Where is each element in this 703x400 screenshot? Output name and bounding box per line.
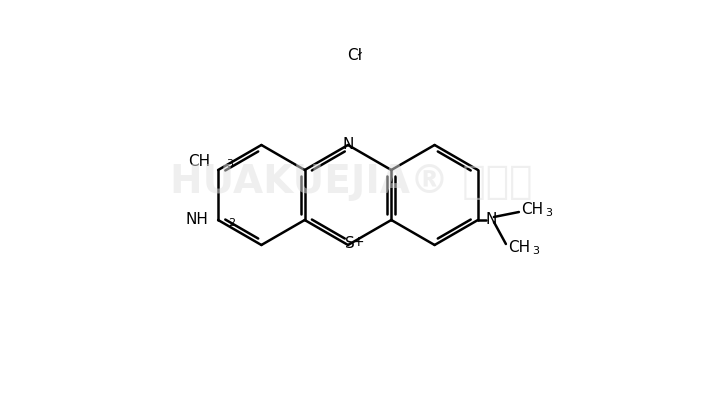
- Text: NH: NH: [185, 212, 208, 228]
- Text: 3: 3: [545, 208, 552, 218]
- Text: S: S: [345, 236, 355, 251]
- Text: CH: CH: [188, 154, 210, 170]
- Text: Cł: Cł: [347, 48, 363, 62]
- Text: CH: CH: [508, 240, 530, 256]
- Text: CH: CH: [521, 202, 543, 218]
- Text: 3: 3: [532, 246, 539, 256]
- Text: +: +: [352, 235, 364, 249]
- Text: 2: 2: [228, 218, 236, 228]
- Text: HUAKUEJIA® 化学加: HUAKUEJIA® 化学加: [169, 163, 532, 201]
- Text: N: N: [486, 212, 497, 228]
- Text: N: N: [342, 137, 354, 152]
- Text: 3: 3: [226, 159, 233, 169]
